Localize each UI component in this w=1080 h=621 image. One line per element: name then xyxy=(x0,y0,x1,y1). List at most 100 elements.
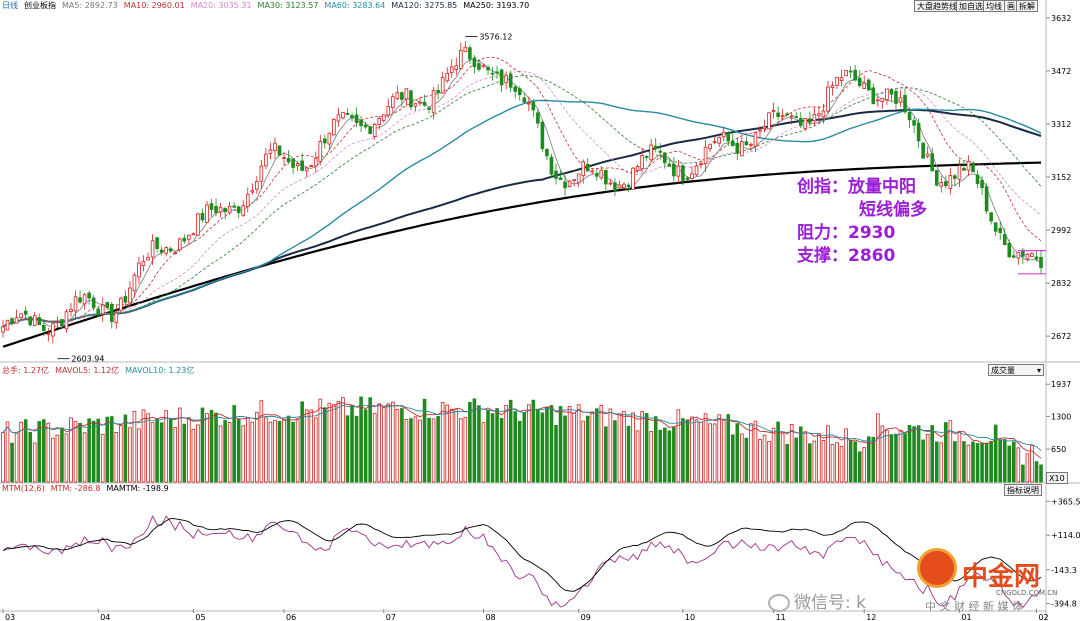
candle-body xyxy=(776,112,780,117)
candle-body xyxy=(463,46,468,53)
volume-bar xyxy=(168,418,173,483)
candle-body xyxy=(835,76,839,86)
volume-bar xyxy=(776,421,780,483)
candle-body xyxy=(699,163,703,165)
period-label[interactable]: 日线 xyxy=(2,1,18,10)
ma-legend-item-5: MA120: 3275.85 xyxy=(391,1,458,10)
volume-bar xyxy=(459,418,463,483)
candle-body xyxy=(422,101,427,106)
volume-bar xyxy=(46,422,51,483)
volume-header: 总手: 1.27亿 MAVOL5: 1.12亿 MAVOL10: 1.23亿 xyxy=(2,365,200,377)
candle-body xyxy=(789,115,794,118)
candle-body xyxy=(649,144,653,161)
candle-body xyxy=(934,169,939,186)
volume-bar xyxy=(137,428,141,483)
volume-bar xyxy=(925,434,930,483)
toolbar-button-0[interactable]: 大盘趋势线 xyxy=(914,0,960,12)
ma-legend-item-6: MA250: 3193.70 xyxy=(463,1,530,10)
volume-bar xyxy=(649,431,653,483)
candle-body xyxy=(381,114,386,122)
candle-body xyxy=(481,64,486,68)
candle-body xyxy=(205,204,209,223)
toolbar-button-3[interactable]: 画 xyxy=(1004,0,1018,12)
candle-body xyxy=(613,182,617,192)
candle-body xyxy=(830,85,835,88)
candle-body xyxy=(5,319,10,331)
volume-bar xyxy=(866,436,871,483)
candle-body xyxy=(391,96,395,109)
toolbar-button-2[interactable]: 均线 xyxy=(983,0,1005,12)
candle-body xyxy=(658,150,663,153)
candle-body xyxy=(400,92,404,100)
candle-body xyxy=(590,170,595,173)
volume-bar xyxy=(930,425,935,483)
indicator-dropdown[interactable]: 成交量 ▾ xyxy=(988,364,1044,376)
volume-bar xyxy=(1021,464,1025,483)
volume-bar xyxy=(907,425,912,483)
volume-bar xyxy=(114,431,119,483)
annotation-line-1: 创指：放量中阳 xyxy=(797,177,916,197)
candle-body xyxy=(472,57,477,67)
brand-slogan: 中 文 财 经 新 媒 体 xyxy=(925,600,1023,613)
volume-bar xyxy=(549,405,554,483)
candle-body xyxy=(771,109,776,112)
candle-body xyxy=(898,97,903,103)
candle-body xyxy=(681,165,685,182)
volume-bar xyxy=(1030,445,1034,483)
volume-bar xyxy=(685,419,690,483)
volume-bar xyxy=(300,401,304,483)
volume-bar xyxy=(495,408,499,483)
volume-bar xyxy=(876,413,880,483)
toolbar-button-4[interactable]: 拆解 xyxy=(1016,0,1038,12)
mavol10-line xyxy=(2,404,1042,451)
volume-bar xyxy=(803,431,808,483)
candle-body xyxy=(404,88,409,100)
x-tick-label: 06 xyxy=(286,613,296,621)
volume-bar xyxy=(576,404,581,483)
index-name: 创业板指 xyxy=(24,1,56,10)
volume-bar xyxy=(1016,447,1021,483)
volume-bar xyxy=(132,410,137,483)
volume-bar xyxy=(631,412,635,483)
volume-bar xyxy=(386,403,391,483)
candle-body xyxy=(1039,256,1043,269)
candle-body xyxy=(508,73,513,88)
volume-bar xyxy=(105,416,110,483)
candle-body xyxy=(604,169,608,185)
volume-bar xyxy=(681,418,685,483)
volume-bar xyxy=(567,405,572,483)
volume-bar xyxy=(527,404,531,483)
candle-body xyxy=(617,184,622,189)
volume-bar xyxy=(159,422,164,483)
candle-body xyxy=(798,117,803,126)
volume-bar xyxy=(291,421,295,483)
volume-bar xyxy=(60,427,64,483)
indicator-help-button[interactable]: 指标说明 xyxy=(1004,484,1042,496)
volume-bar xyxy=(789,423,794,483)
candle-body xyxy=(41,324,46,331)
price-tick-label: 2832 xyxy=(1051,279,1071,288)
volume-bar xyxy=(119,425,123,483)
candle-body xyxy=(767,112,771,130)
volume-bar xyxy=(477,405,481,483)
candle-body xyxy=(96,308,100,316)
volume-bar xyxy=(735,423,740,483)
candle-body xyxy=(857,77,862,87)
vol-legend-item-0: 总手: 1.27亿 xyxy=(2,366,50,375)
candle-body xyxy=(916,122,921,142)
candle-body xyxy=(37,317,42,326)
volume-bar xyxy=(998,439,1003,483)
candle-body xyxy=(962,167,966,171)
price-tick-label: 3472 xyxy=(1051,67,1071,76)
candle-body xyxy=(245,193,250,207)
candle-body xyxy=(953,175,957,179)
toolbar-button-1[interactable]: 加自选 xyxy=(956,0,986,12)
volume-bar xyxy=(812,440,817,483)
volume-bar xyxy=(563,415,567,483)
candle-body xyxy=(957,165,962,180)
volume-bar xyxy=(218,425,223,483)
volume-bar xyxy=(939,442,944,483)
candle-body xyxy=(694,165,699,176)
candle-body xyxy=(309,165,314,168)
